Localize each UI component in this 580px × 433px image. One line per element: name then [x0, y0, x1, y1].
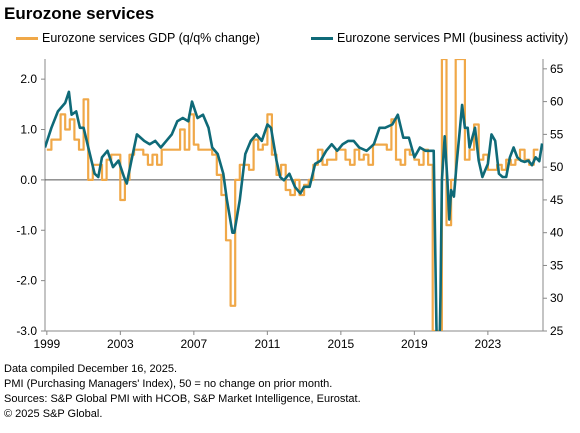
- note-sources: Sources: S&P Global PMI with HCOB, S&P M…: [4, 393, 361, 405]
- x-tick-label: 2003: [107, 337, 134, 351]
- x-tick-label: 2015: [328, 337, 355, 351]
- legend-swatch-pmi: [311, 36, 333, 40]
- left-axis-ticks: 2.0 1.0 0.0 -1.0 -2.0 -3.0: [16, 72, 45, 338]
- right-tick-label: 50: [550, 160, 564, 174]
- right-tick-label: 25: [550, 324, 564, 338]
- right-tick-label: 30: [550, 291, 564, 305]
- x-tick-label: 1999: [33, 337, 60, 351]
- left-tick-label: -2.0: [16, 274, 37, 288]
- x-tick-label: 2023: [475, 337, 502, 351]
- series-layer: [45, 59, 543, 331]
- left-tick-label: -1.0: [16, 223, 37, 237]
- note-copyright: © 2025 S&P Global.: [4, 408, 103, 420]
- legend: Eurozone services GDP (q/q% change) Euro…: [0, 31, 580, 51]
- chart-title: Eurozone services: [4, 4, 155, 23]
- x-tick-label: 2007: [180, 337, 207, 351]
- right-tick-label: 65: [550, 62, 564, 76]
- right-tick-label: 35: [550, 258, 564, 272]
- right-tick-label: 45: [550, 193, 564, 207]
- legend-item-pmi: Eurozone services PMI (business activity…: [311, 31, 568, 45]
- legend-item-gdp: Eurozone services GDP (q/q% change): [16, 31, 260, 45]
- right-tick-label: 55: [550, 127, 564, 141]
- pmi-series-line: [45, 90, 543, 331]
- left-tick-label: 0.0: [20, 173, 37, 187]
- note-pmi-definition: PMI (Purchasing Managers' Index), 50 = n…: [4, 378, 333, 390]
- legend-swatch-gdp: [16, 36, 38, 40]
- note-compiled: Data compiled December 16, 2025.: [4, 363, 178, 375]
- right-tick-label: 40: [550, 226, 564, 240]
- left-tick-label: 2.0: [20, 72, 37, 86]
- right-axis-ticks: 65 60 55 50 45 40 35 30 25: [543, 62, 564, 338]
- legend-label-gdp: Eurozone services GDP (q/q% change): [42, 31, 260, 45]
- x-tick-label: 2019: [401, 337, 428, 351]
- gdp-series-line: [46, 59, 539, 331]
- left-tick-label: -3.0: [16, 324, 37, 338]
- source-notes: Data compiled December 16, 2025. PMI (Pu…: [4, 362, 361, 422]
- left-tick-label: 1.0: [20, 123, 37, 137]
- right-tick-label: 60: [550, 95, 564, 109]
- legend-label-pmi: Eurozone services PMI (business activity…: [337, 31, 569, 45]
- x-tick-label: 2011: [254, 337, 280, 351]
- x-axis-ticks: 1999 2003 2007 2011 2015 2019 2023: [33, 331, 502, 351]
